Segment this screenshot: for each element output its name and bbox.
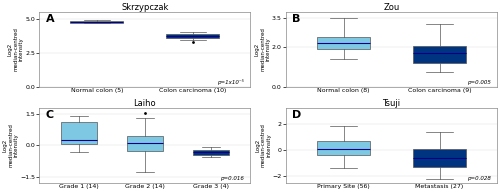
PathPatch shape (126, 136, 163, 151)
PathPatch shape (317, 36, 370, 49)
Text: B: B (292, 14, 300, 24)
Y-axis label: Log2
median-centred
intensity: Log2 median-centred intensity (3, 123, 18, 167)
PathPatch shape (317, 141, 370, 155)
Text: p=0.016: p=0.016 (220, 176, 244, 181)
Text: p=0.028: p=0.028 (467, 176, 491, 181)
Text: C: C (46, 110, 54, 120)
PathPatch shape (70, 21, 123, 23)
PathPatch shape (192, 150, 229, 155)
Title: Laiho: Laiho (134, 99, 156, 108)
PathPatch shape (166, 34, 220, 38)
Title: Skrzypczak: Skrzypczak (121, 3, 168, 12)
Y-axis label: Log2
median-centred
intensity: Log2 median-centred intensity (8, 27, 24, 71)
PathPatch shape (413, 149, 466, 167)
Text: p=0.005: p=0.005 (467, 80, 491, 85)
Title: Zou: Zou (384, 3, 400, 12)
Y-axis label: Log2
median-centred
intensity: Log2 median-centred intensity (254, 27, 270, 71)
Text: A: A (46, 14, 54, 24)
Y-axis label: Log2
median-centred
intensity: Log2 median-centred intensity (256, 123, 271, 167)
Text: p=1x10⁻⁵: p=1x10⁻⁵ (217, 79, 244, 85)
PathPatch shape (413, 46, 466, 63)
Title: Tsuji: Tsuji (382, 99, 400, 108)
PathPatch shape (60, 122, 97, 144)
Text: D: D (292, 110, 302, 120)
